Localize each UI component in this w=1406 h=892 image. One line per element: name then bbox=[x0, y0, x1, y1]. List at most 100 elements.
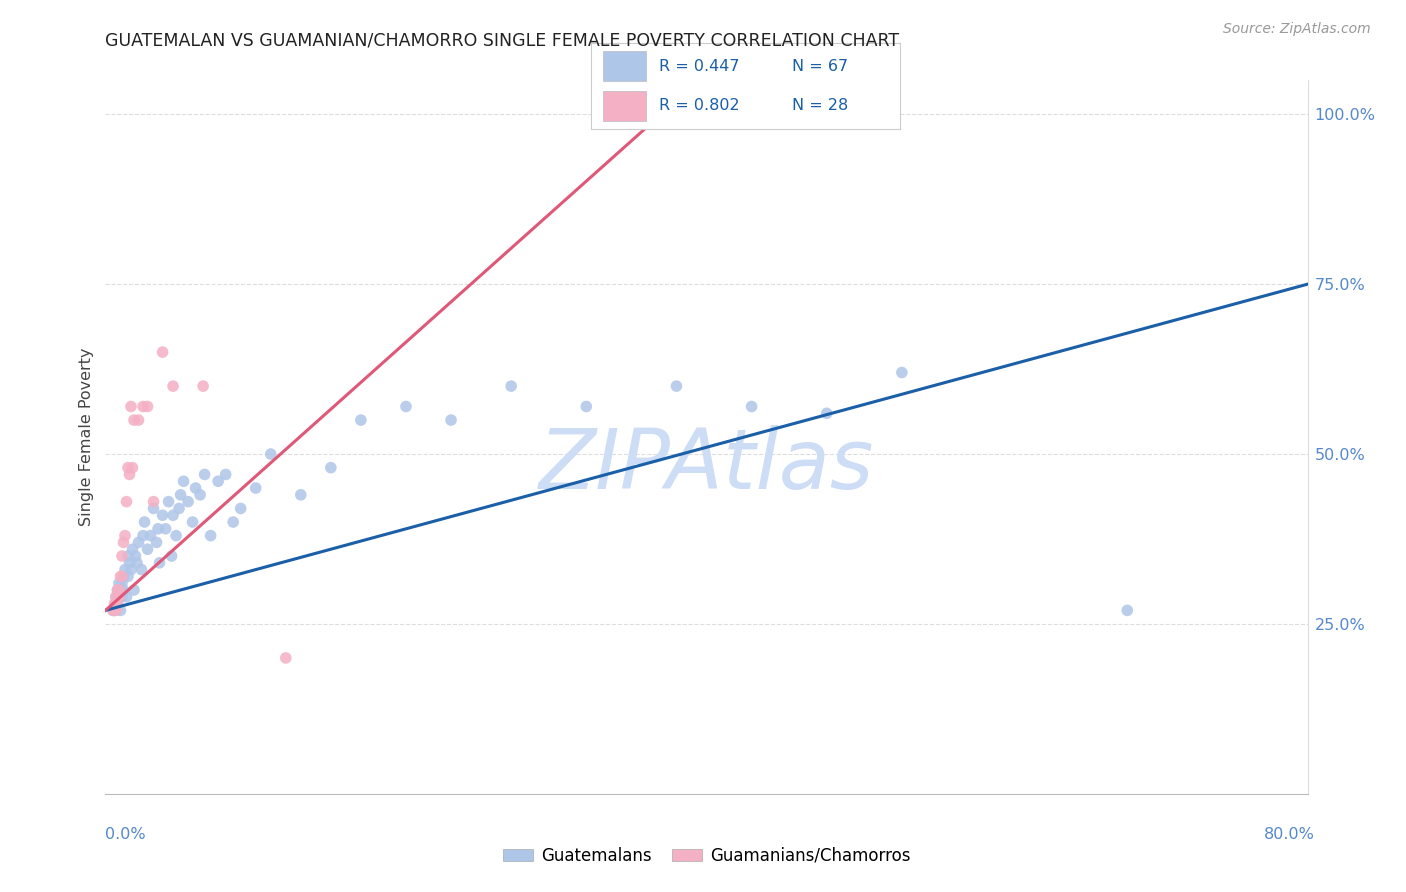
Point bbox=[142, 494, 165, 508]
Point bbox=[575, 400, 598, 414]
Point bbox=[395, 400, 418, 414]
Point bbox=[110, 582, 132, 597]
Point bbox=[111, 590, 134, 604]
Point bbox=[125, 556, 148, 570]
Point bbox=[173, 475, 195, 489]
Point bbox=[107, 582, 129, 597]
Point bbox=[290, 488, 312, 502]
Point bbox=[501, 379, 523, 393]
Point bbox=[117, 460, 139, 475]
Point bbox=[107, 597, 129, 611]
Point bbox=[155, 522, 177, 536]
Point bbox=[108, 590, 131, 604]
Point bbox=[114, 563, 136, 577]
Point bbox=[108, 582, 131, 597]
Point bbox=[188, 488, 211, 502]
Point bbox=[152, 508, 174, 523]
Point bbox=[112, 569, 135, 583]
Point bbox=[191, 379, 214, 393]
Point bbox=[160, 549, 183, 563]
Point bbox=[157, 494, 180, 508]
Point bbox=[162, 379, 184, 393]
Text: N = 28: N = 28 bbox=[792, 98, 848, 113]
Point bbox=[139, 528, 162, 542]
Point bbox=[162, 508, 184, 523]
Point bbox=[319, 460, 342, 475]
Point bbox=[111, 569, 134, 583]
Point bbox=[194, 467, 217, 482]
FancyBboxPatch shape bbox=[603, 52, 647, 81]
Point bbox=[207, 475, 229, 489]
Point bbox=[274, 651, 297, 665]
Point bbox=[124, 549, 146, 563]
Point bbox=[108, 576, 131, 591]
Point bbox=[1116, 603, 1139, 617]
Point bbox=[152, 345, 174, 359]
Point bbox=[128, 413, 150, 427]
Point bbox=[115, 494, 138, 508]
Point bbox=[815, 406, 838, 420]
Point bbox=[128, 535, 150, 549]
Point bbox=[121, 460, 143, 475]
Point bbox=[136, 542, 159, 557]
Point bbox=[122, 582, 145, 597]
Point bbox=[118, 556, 141, 570]
Point bbox=[145, 535, 167, 549]
Point bbox=[177, 494, 200, 508]
Point bbox=[111, 549, 134, 563]
Point bbox=[200, 528, 222, 542]
Point bbox=[112, 582, 135, 597]
Point bbox=[167, 501, 190, 516]
Point bbox=[134, 515, 156, 529]
Point bbox=[115, 590, 138, 604]
Point bbox=[103, 603, 125, 617]
Point bbox=[245, 481, 267, 495]
Point bbox=[107, 597, 129, 611]
Legend: Guatemalans, Guamanians/Chamorros: Guatemalans, Guamanians/Chamorros bbox=[496, 840, 917, 871]
Point bbox=[142, 501, 165, 516]
Point bbox=[146, 522, 169, 536]
Point bbox=[181, 515, 204, 529]
Point bbox=[741, 400, 763, 414]
Point bbox=[132, 400, 155, 414]
Text: 80.0%: 80.0% bbox=[1264, 827, 1315, 841]
Point bbox=[118, 467, 141, 482]
Point bbox=[132, 528, 155, 542]
Point bbox=[440, 413, 463, 427]
Point bbox=[260, 447, 283, 461]
Text: 0.0%: 0.0% bbox=[105, 827, 146, 841]
Point bbox=[229, 501, 252, 516]
Point bbox=[104, 603, 127, 617]
Point bbox=[101, 603, 124, 617]
Text: N = 67: N = 67 bbox=[792, 59, 848, 74]
Point bbox=[184, 481, 207, 495]
Point bbox=[104, 597, 127, 611]
Point bbox=[148, 556, 170, 570]
Point bbox=[111, 576, 134, 591]
Point bbox=[121, 542, 143, 557]
Point bbox=[112, 535, 135, 549]
Point bbox=[350, 413, 373, 427]
Text: R = 0.802: R = 0.802 bbox=[658, 98, 740, 113]
Point bbox=[120, 563, 142, 577]
Text: R = 0.447: R = 0.447 bbox=[658, 59, 740, 74]
Text: GUATEMALAN VS GUAMANIAN/CHAMORRO SINGLE FEMALE POVERTY CORRELATION CHART: GUATEMALAN VS GUAMANIAN/CHAMORRO SINGLE … bbox=[105, 31, 900, 49]
Point bbox=[169, 488, 191, 502]
Point bbox=[108, 590, 131, 604]
Point bbox=[165, 528, 187, 542]
Point bbox=[122, 413, 145, 427]
Y-axis label: Single Female Poverty: Single Female Poverty bbox=[79, 348, 94, 526]
Point bbox=[117, 549, 139, 563]
Text: ZIPAtlas: ZIPAtlas bbox=[538, 425, 875, 506]
Point bbox=[117, 569, 139, 583]
Point bbox=[131, 563, 153, 577]
Point bbox=[890, 366, 912, 380]
Point bbox=[103, 603, 125, 617]
Point bbox=[222, 515, 245, 529]
Point bbox=[110, 603, 132, 617]
Point bbox=[101, 603, 124, 617]
Point bbox=[665, 379, 688, 393]
Point bbox=[107, 582, 129, 597]
Point bbox=[214, 467, 236, 482]
Point bbox=[104, 590, 127, 604]
